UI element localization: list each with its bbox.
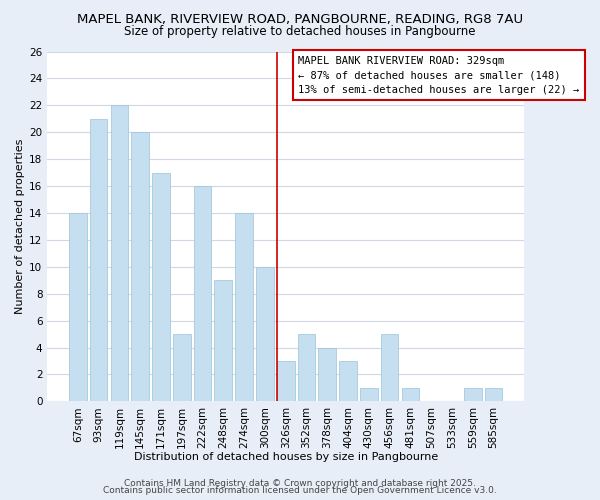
Bar bbox=[256, 267, 274, 402]
Bar bbox=[173, 334, 191, 402]
Bar bbox=[152, 172, 170, 402]
Text: Size of property relative to detached houses in Pangbourne: Size of property relative to detached ho… bbox=[124, 25, 476, 38]
Bar bbox=[360, 388, 377, 402]
Bar bbox=[381, 334, 398, 402]
Text: Contains public sector information licensed under the Open Government Licence v3: Contains public sector information licen… bbox=[103, 486, 497, 495]
Bar bbox=[235, 213, 253, 402]
Bar bbox=[131, 132, 149, 402]
Bar bbox=[485, 388, 502, 402]
Bar bbox=[110, 106, 128, 402]
Bar bbox=[339, 361, 357, 402]
Y-axis label: Number of detached properties: Number of detached properties bbox=[15, 138, 25, 314]
Bar bbox=[319, 348, 336, 402]
Bar bbox=[194, 186, 211, 402]
Text: Contains HM Land Registry data © Crown copyright and database right 2025.: Contains HM Land Registry data © Crown c… bbox=[124, 478, 476, 488]
Bar bbox=[69, 213, 86, 402]
Bar bbox=[90, 119, 107, 402]
Bar bbox=[214, 280, 232, 402]
Bar bbox=[464, 388, 482, 402]
Text: MAPEL BANK, RIVERVIEW ROAD, PANGBOURNE, READING, RG8 7AU: MAPEL BANK, RIVERVIEW ROAD, PANGBOURNE, … bbox=[77, 12, 523, 26]
Text: MAPEL BANK RIVERVIEW ROAD: 329sqm
← 87% of detached houses are smaller (148)
13%: MAPEL BANK RIVERVIEW ROAD: 329sqm ← 87% … bbox=[298, 56, 580, 95]
Bar bbox=[298, 334, 316, 402]
X-axis label: Distribution of detached houses by size in Pangbourne: Distribution of detached houses by size … bbox=[134, 452, 438, 462]
Bar bbox=[401, 388, 419, 402]
Bar bbox=[277, 361, 295, 402]
